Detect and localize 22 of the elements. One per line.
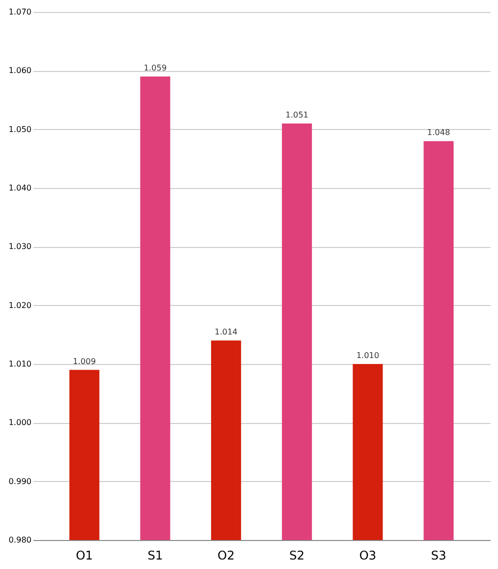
y-tick-label: 1.000	[8, 418, 32, 428]
y-tick-label: 0.990	[8, 476, 32, 486]
y-tick-label: 1.010	[8, 360, 32, 368]
x-tick-label: S1	[148, 548, 163, 562]
x-tick-label: S2	[289, 548, 305, 562]
data-label: 1.014	[214, 328, 238, 337]
x-tick-label: O3	[359, 548, 376, 562]
y-tick-label: 1.070	[8, 8, 32, 16]
y-tick-label: 0.980	[8, 536, 32, 544]
data-label: 1.059	[144, 64, 167, 73]
data-label: 1.051	[285, 110, 308, 120]
x-tick-label: S3	[431, 548, 446, 562]
x-tick-label: O1	[76, 548, 93, 562]
x-tick-label: O2	[218, 548, 235, 562]
y-tick-label: 1.060	[8, 66, 32, 76]
data-label: 1.010	[356, 351, 380, 360]
y-tick-label: 1.050	[8, 124, 32, 134]
y-tick-label: 1.030	[8, 242, 32, 252]
data-label: 1.009	[72, 356, 96, 366]
y-tick-label: 1.020	[8, 300, 32, 310]
y-tick-label: 1.040	[8, 184, 32, 192]
data-label: 1.048	[427, 128, 450, 138]
